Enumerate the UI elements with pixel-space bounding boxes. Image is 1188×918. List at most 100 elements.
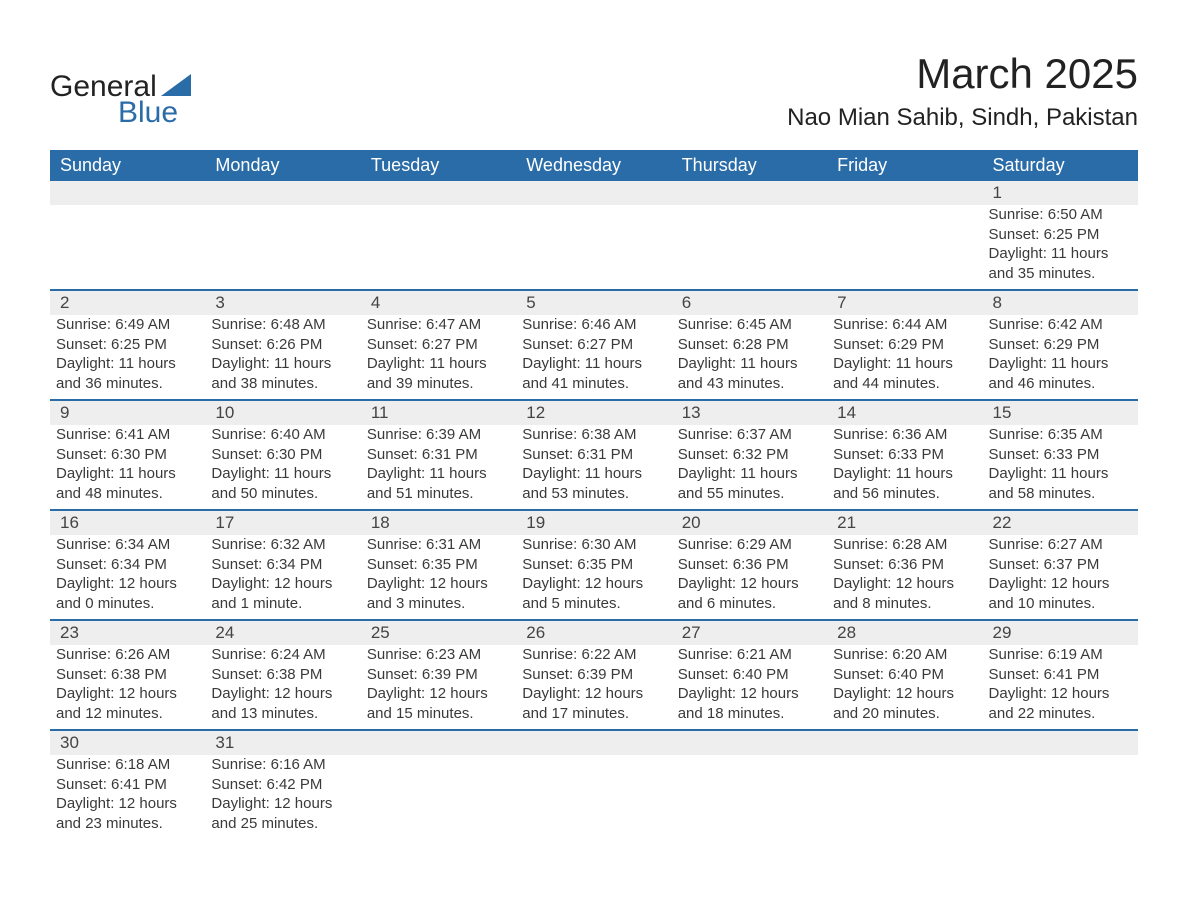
day-number (516, 730, 671, 755)
daylight-text: Daylight: 11 hours (56, 354, 199, 374)
dayname: Sunday (50, 150, 205, 181)
day-cell: Sunrise: 6:46 AMSunset: 6:27 PMDaylight:… (516, 315, 671, 400)
sunrise-text: Sunrise: 6:24 AM (211, 645, 354, 665)
sunset-text: Sunset: 6:39 PM (367, 665, 510, 685)
day-cell: Sunrise: 6:41 AMSunset: 6:30 PMDaylight:… (50, 425, 205, 510)
daylight-text: and 5 minutes. (522, 594, 665, 614)
daylight-text: and 46 minutes. (989, 374, 1132, 394)
day-cell: Sunrise: 6:19 AMSunset: 6:41 PMDaylight:… (983, 645, 1138, 730)
sunset-text: Sunset: 6:26 PM (211, 335, 354, 355)
daylight-text: Daylight: 11 hours (367, 464, 510, 484)
daylight-text: and 15 minutes. (367, 704, 510, 724)
day-number: 7 (827, 290, 982, 315)
sunset-text: Sunset: 6:30 PM (211, 445, 354, 465)
day-number (983, 730, 1138, 755)
daylight-text: Daylight: 12 hours (522, 574, 665, 594)
day-names-row: Sunday Monday Tuesday Wednesday Thursday… (50, 150, 1138, 181)
daylight-text: and 12 minutes. (56, 704, 199, 724)
sunset-text: Sunset: 6:35 PM (522, 555, 665, 575)
day-number: 18 (361, 510, 516, 535)
daylight-text: and 23 minutes. (56, 814, 199, 834)
daylight-text: Daylight: 12 hours (833, 574, 976, 594)
day-cell: Sunrise: 6:44 AMSunset: 6:29 PMDaylight:… (827, 315, 982, 400)
day-number (205, 181, 360, 205)
day-number: 5 (516, 290, 671, 315)
daylight-text: and 56 minutes. (833, 484, 976, 504)
day-number: 26 (516, 620, 671, 645)
day-number: 22 (983, 510, 1138, 535)
day-number: 12 (516, 400, 671, 425)
daylight-text: and 0 minutes. (56, 594, 199, 614)
daylight-text: Daylight: 12 hours (211, 574, 354, 594)
day-cell: Sunrise: 6:29 AMSunset: 6:36 PMDaylight:… (672, 535, 827, 620)
sunrise-text: Sunrise: 6:30 AM (522, 535, 665, 555)
daylight-text: Daylight: 12 hours (989, 574, 1132, 594)
day-number: 29 (983, 620, 1138, 645)
sunset-text: Sunset: 6:39 PM (522, 665, 665, 685)
sunrise-text: Sunrise: 6:39 AM (367, 425, 510, 445)
daylight-text: and 20 minutes. (833, 704, 976, 724)
day-cell (516, 755, 671, 839)
sunrise-text: Sunrise: 6:31 AM (367, 535, 510, 555)
day-number (827, 730, 982, 755)
day-number: 2 (50, 290, 205, 315)
sunset-text: Sunset: 6:33 PM (833, 445, 976, 465)
day-number: 25 (361, 620, 516, 645)
sunrise-text: Sunrise: 6:20 AM (833, 645, 976, 665)
day-number (827, 181, 982, 205)
daylight-text: Daylight: 11 hours (522, 354, 665, 374)
day-info-row: Sunrise: 6:49 AMSunset: 6:25 PMDaylight:… (50, 315, 1138, 400)
daylight-text: Daylight: 11 hours (989, 354, 1132, 374)
dayname: Wednesday (516, 150, 671, 181)
day-number: 9 (50, 400, 205, 425)
sunset-text: Sunset: 6:32 PM (678, 445, 821, 465)
day-number: 15 (983, 400, 1138, 425)
day-number: 16 (50, 510, 205, 535)
sunrise-text: Sunrise: 6:21 AM (678, 645, 821, 665)
day-cell: Sunrise: 6:26 AMSunset: 6:38 PMDaylight:… (50, 645, 205, 730)
sunset-text: Sunset: 6:38 PM (56, 665, 199, 685)
day-cell (361, 205, 516, 290)
day-cell (672, 205, 827, 290)
day-number: 24 (205, 620, 360, 645)
daylight-text: and 36 minutes. (56, 374, 199, 394)
day-number: 19 (516, 510, 671, 535)
day-cell: Sunrise: 6:32 AMSunset: 6:34 PMDaylight:… (205, 535, 360, 620)
daylight-text: Daylight: 11 hours (211, 354, 354, 374)
daylight-text: Daylight: 12 hours (367, 574, 510, 594)
sunset-text: Sunset: 6:29 PM (833, 335, 976, 355)
daylight-text: Daylight: 11 hours (833, 464, 976, 484)
daylight-text: Daylight: 12 hours (56, 794, 199, 814)
day-number: 8 (983, 290, 1138, 315)
sunset-text: Sunset: 6:27 PM (367, 335, 510, 355)
daylight-text: Daylight: 12 hours (989, 684, 1132, 704)
sunset-text: Sunset: 6:41 PM (56, 775, 199, 795)
sunrise-text: Sunrise: 6:44 AM (833, 315, 976, 335)
daylight-text: Daylight: 11 hours (678, 464, 821, 484)
day-cell: Sunrise: 6:20 AMSunset: 6:40 PMDaylight:… (827, 645, 982, 730)
sunset-text: Sunset: 6:25 PM (989, 225, 1132, 245)
sunrise-text: Sunrise: 6:49 AM (56, 315, 199, 335)
title-block: March 2025 Nao Mian Sahib, Sindh, Pakist… (787, 40, 1138, 132)
daylight-text: Daylight: 11 hours (989, 464, 1132, 484)
daylight-text: Daylight: 12 hours (833, 684, 976, 704)
day-cell: Sunrise: 6:48 AMSunset: 6:26 PMDaylight:… (205, 315, 360, 400)
daylight-text: Daylight: 11 hours (211, 464, 354, 484)
day-number: 1 (983, 181, 1138, 205)
day-cell: Sunrise: 6:40 AMSunset: 6:30 PMDaylight:… (205, 425, 360, 510)
day-number: 17 (205, 510, 360, 535)
day-number (672, 181, 827, 205)
daylight-text: and 10 minutes. (989, 594, 1132, 614)
sunset-text: Sunset: 6:40 PM (833, 665, 976, 685)
sunset-text: Sunset: 6:34 PM (211, 555, 354, 575)
sunset-text: Sunset: 6:27 PM (522, 335, 665, 355)
day-cell: Sunrise: 6:16 AMSunset: 6:42 PMDaylight:… (205, 755, 360, 839)
day-cell (672, 755, 827, 839)
sunrise-text: Sunrise: 6:46 AM (522, 315, 665, 335)
sunrise-text: Sunrise: 6:18 AM (56, 755, 199, 775)
day-cell (983, 755, 1138, 839)
sunrise-text: Sunrise: 6:28 AM (833, 535, 976, 555)
sunset-text: Sunset: 6:29 PM (989, 335, 1132, 355)
sunrise-text: Sunrise: 6:48 AM (211, 315, 354, 335)
day-cell: Sunrise: 6:27 AMSunset: 6:37 PMDaylight:… (983, 535, 1138, 620)
